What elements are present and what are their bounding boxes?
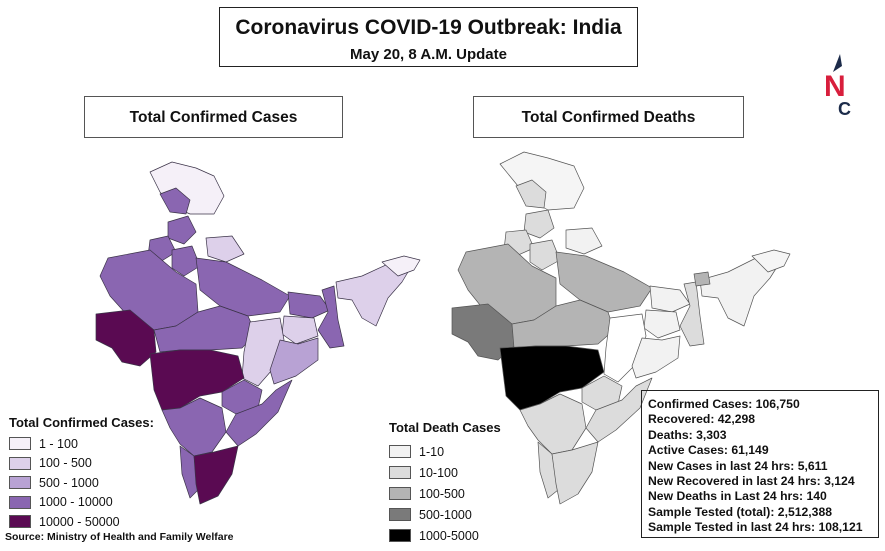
deaths-map xyxy=(451,151,791,505)
legend-label: 100 - 500 xyxy=(39,456,92,471)
legend-label: 500-1000 xyxy=(419,507,472,522)
cases-map xyxy=(95,161,421,505)
region-kashmir-valley-d xyxy=(515,179,547,209)
stat-new-deaths: New Deaths in Last 24 hrs: 140 xyxy=(648,489,827,504)
legend-label: 500 - 1000 xyxy=(39,475,99,490)
legend-swatch xyxy=(9,437,31,451)
cases-legend-item: 1 - 100 xyxy=(9,434,154,454)
region-chhattisgarh-d xyxy=(603,313,647,383)
deaths-legend-item: 100-500 xyxy=(389,483,501,504)
region-northeast-upper xyxy=(381,255,421,277)
region-andhra-d xyxy=(585,377,653,443)
legend-swatch xyxy=(9,476,31,490)
region-west-bengal xyxy=(317,285,345,349)
deaths-legend-item: 10-100 xyxy=(389,462,501,483)
cases-legend-item: 1000 - 10000 xyxy=(9,493,154,513)
region-gujarat-d xyxy=(451,303,515,361)
stat-confirmed: Confirmed Cases: 106,750 xyxy=(648,397,800,411)
deaths-legend: Total Death Cases 1-10 10-100 100-500 50… xyxy=(389,420,501,546)
region-uttar-pradesh xyxy=(195,257,291,317)
legend-label: 1-10 xyxy=(419,444,445,459)
region-odisha xyxy=(269,337,319,385)
legend-label: 100-500 xyxy=(419,486,465,501)
region-tamil-nadu-d xyxy=(551,441,599,505)
region-northeast-d xyxy=(699,255,785,327)
cases-legend-item: 500 - 1000 xyxy=(9,473,154,493)
legend-swatch xyxy=(9,515,31,529)
svg-text:N: N xyxy=(824,70,846,103)
legend-swatch xyxy=(389,508,411,521)
region-bihar xyxy=(287,291,331,319)
stat-deaths: Deaths: 3,303 xyxy=(648,427,727,442)
region-uttarakhand-d xyxy=(565,227,603,255)
stat-recovered: Recovered: 42,298 xyxy=(648,412,756,427)
logo-arrow-icon xyxy=(833,54,842,72)
deaths-legend-item: 500-1000 xyxy=(389,504,501,525)
region-gujarat xyxy=(95,309,157,367)
region-karnataka-d xyxy=(519,393,587,455)
nc-logo: N C xyxy=(818,54,858,119)
stat-samples-total: Sample Tested (total): 2,512,388 xyxy=(648,504,833,519)
legend-label: 10000 - 50000 xyxy=(39,514,120,529)
region-himachal-d xyxy=(523,209,555,239)
svg-text:C: C xyxy=(838,99,851,118)
region-haryana xyxy=(171,245,201,277)
legend-swatch xyxy=(389,487,411,500)
region-jharkhand-d xyxy=(643,309,681,339)
legend-swatch xyxy=(389,445,411,458)
region-bihar-d xyxy=(649,285,691,313)
cases-panel-title: Total Confirmed Cases xyxy=(84,96,343,138)
region-kerala-d xyxy=(537,441,559,499)
cases-legend-item: 10000 - 50000 xyxy=(9,512,154,532)
region-assam-d xyxy=(693,271,711,287)
region-kashmir-valley xyxy=(159,187,191,215)
legend-label: 1000 - 10000 xyxy=(39,495,113,510)
legend-swatch xyxy=(9,495,31,509)
deaths-panel-title: Total Confirmed Deaths xyxy=(473,96,744,138)
region-uttarakhand xyxy=(205,235,245,263)
legend-label: 1000-5000 xyxy=(419,528,479,543)
region-andhra xyxy=(225,379,293,447)
cases-legend: Total Confirmed Cases: 1 - 100 100 - 500… xyxy=(9,415,154,532)
region-tamil-nadu xyxy=(193,445,239,505)
region-northeast xyxy=(335,261,415,327)
legend-label: 1 - 100 xyxy=(39,436,78,451)
deaths-legend-item: 1-10 xyxy=(389,441,501,462)
region-northeast-upper-d xyxy=(751,249,791,273)
stat-active: Active Cases: 61,149 xyxy=(648,443,769,458)
stat-new-cases: New Cases in last 24 hrs: 5,611 xyxy=(648,458,828,473)
region-kerala xyxy=(179,445,199,499)
region-west-bengal-d xyxy=(679,281,705,347)
deaths-legend-item: 1000-5000 xyxy=(389,525,501,546)
deaths-legend-title: Total Death Cases xyxy=(389,420,501,435)
page-subtitle: May 20, 8 A.M. Update xyxy=(350,46,507,63)
legend-label: 10-100 xyxy=(419,465,458,480)
source-note: Source: Ministry of Health and Family We… xyxy=(5,531,234,543)
stat-new-recovered: New Recovered in last 24 hrs: 3,124 xyxy=(648,474,855,489)
title-box: Coronavirus COVID-19 Outbreak: India May… xyxy=(219,7,638,67)
cases-legend-title: Total Confirmed Cases: xyxy=(9,415,154,430)
cases-legend-item: 100 - 500 xyxy=(9,454,154,474)
region-odisha-d xyxy=(631,335,681,379)
page-title: Coronavirus COVID-19 Outbreak: India xyxy=(235,16,622,39)
region-karnataka xyxy=(161,397,227,457)
region-haryana-d xyxy=(529,239,561,271)
region-himachal xyxy=(167,215,197,245)
legend-swatch xyxy=(389,466,411,479)
stats-box: Confirmed Cases: 106,750 Recovered: 42,2… xyxy=(641,390,879,538)
legend-swatch xyxy=(389,529,411,542)
stat-samples-24h: Sample Tested in last 24 hrs: 108,121 xyxy=(648,520,863,535)
legend-swatch xyxy=(9,456,31,470)
region-chhattisgarh xyxy=(241,317,285,387)
region-uttar-pradesh-d xyxy=(555,251,653,313)
